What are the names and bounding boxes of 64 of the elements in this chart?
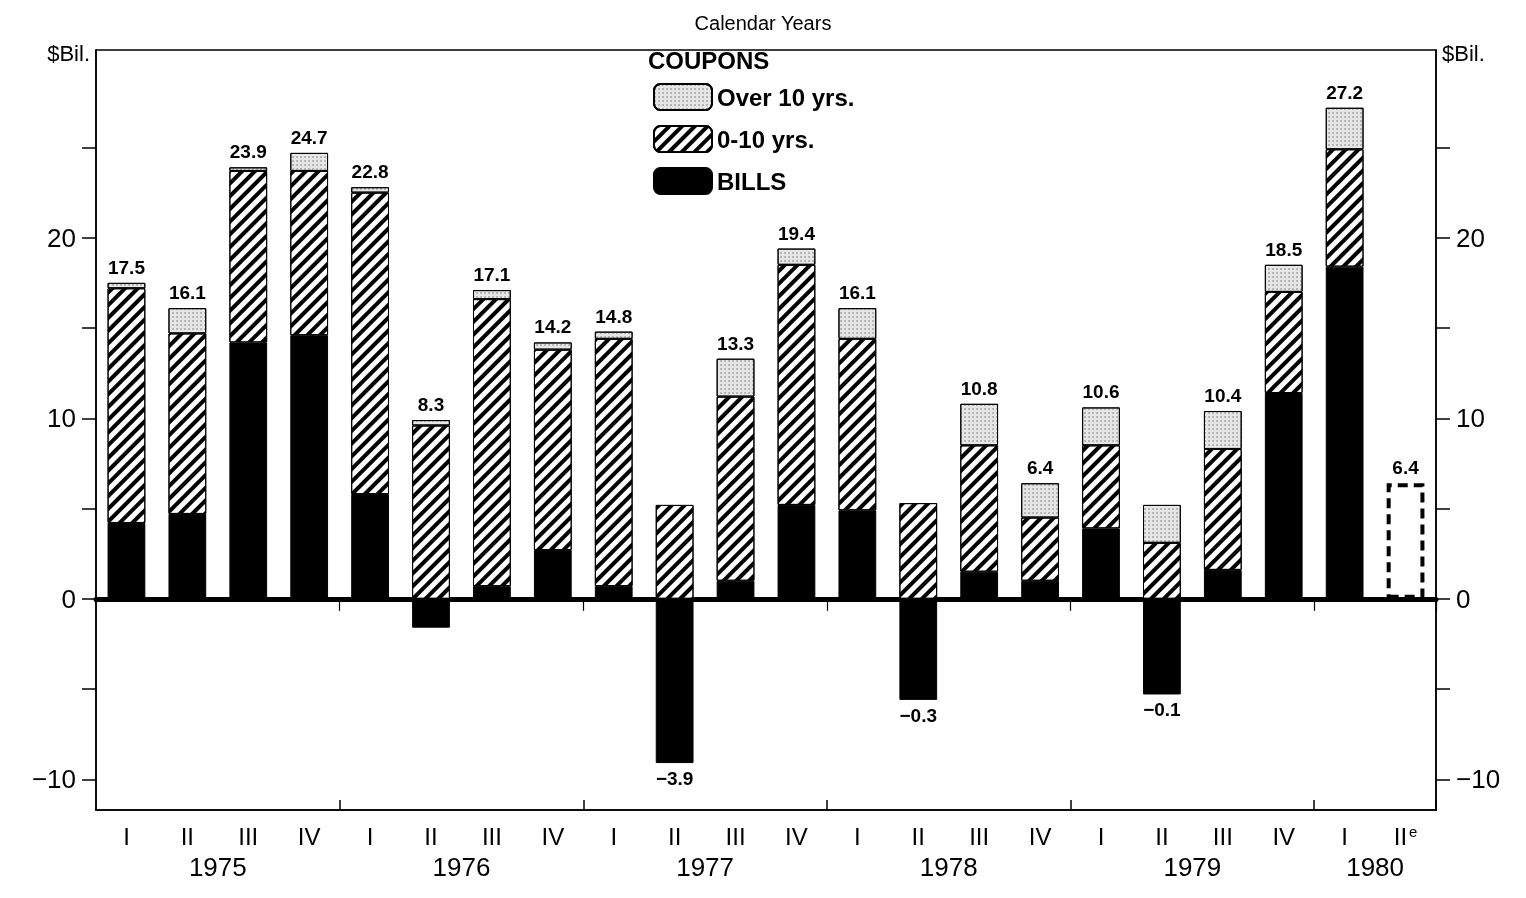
total-label: 14.8 (595, 305, 633, 327)
text: 1979 (1163, 852, 1222, 882)
x-tick-label: I (610, 822, 618, 850)
total-label: 24.7 (290, 126, 328, 148)
y2-tick-label: 0 (1456, 583, 1471, 614)
x-tick-label: IV (1272, 822, 1296, 850)
total-label: 17.5 (107, 256, 146, 278)
total-label: 8.3 (417, 394, 445, 416)
total-label: 27.2 (1326, 81, 1364, 103)
y2-tick-label: 20 (1456, 222, 1485, 253)
y-tick-label: 0 (61, 583, 76, 614)
x-tick-label: IV (297, 822, 321, 850)
total-label: 23.9 (229, 141, 267, 163)
x-tick-label: IV (785, 822, 808, 850)
legend-label: BILLS (717, 167, 787, 195)
y2-tick-label: 10 (1456, 403, 1485, 434)
y-axis-title: $Bil. (47, 40, 90, 66)
total-label: 14.2 (534, 316, 572, 338)
total-label: 13.3 (717, 332, 755, 354)
total-label: 10.6 (1082, 381, 1120, 403)
x-tick-label: II (911, 822, 925, 850)
y2-tick-label: −10 (1456, 764, 1501, 795)
text: 1980 (1346, 852, 1405, 882)
x-tick-label: I (854, 822, 861, 850)
total-label: 17.1 (473, 264, 511, 286)
total-label: −0.1 (1143, 699, 1182, 721)
total-label: 16.1 (838, 282, 877, 304)
text: 1978 (919, 852, 978, 882)
x-tick-label: III (481, 822, 502, 850)
total-label: 6.4 (1026, 457, 1054, 479)
x-tick-label: IV (541, 822, 565, 850)
x-tick-label: II (667, 822, 682, 850)
total-label: 19.4 (777, 222, 816, 244)
text: 1976 (432, 852, 491, 882)
x-tick-label: I (366, 822, 374, 850)
legend-title: COUPONS (648, 46, 770, 74)
total-label: −3.9 (655, 768, 694, 790)
x-tick-label: II (180, 822, 195, 850)
x-tick-label: III (969, 822, 990, 850)
total-label: 18.5 (1265, 238, 1303, 260)
total-label: 22.8 (351, 161, 389, 183)
total-label: 6.4 (1392, 457, 1420, 479)
x-tick-label: III (1212, 822, 1233, 850)
text: 1975 (188, 852, 247, 882)
total-label: 10.4 (1204, 385, 1242, 407)
legend-label: Over 10 yrs. (717, 83, 855, 111)
chart-title: Calendar Years (694, 12, 832, 34)
legend-label: 0-10 yrs. (717, 125, 815, 153)
total-label: 16.1 (168, 282, 207, 304)
x-tick-label: I (1097, 822, 1105, 850)
x-tick-label: III (238, 822, 259, 850)
y-tick-label: 10 (47, 403, 76, 434)
x-tick-label: I (1341, 822, 1348, 850)
text: 1977 (676, 852, 735, 882)
x-tick-label: II (424, 822, 438, 850)
x-tick-label: II (1155, 822, 1169, 850)
x-tick-label: I (123, 822, 130, 850)
y-tick-label: −10 (31, 764, 76, 795)
x-tick-label: IV (1028, 822, 1052, 850)
total-label: 10.8 (960, 377, 998, 399)
y2-axis-title: $Bil. (1442, 40, 1485, 66)
x-tick-label: III (725, 822, 746, 850)
y-tick-label: 20 (47, 222, 76, 253)
total-label: −0.3 (899, 704, 938, 726)
